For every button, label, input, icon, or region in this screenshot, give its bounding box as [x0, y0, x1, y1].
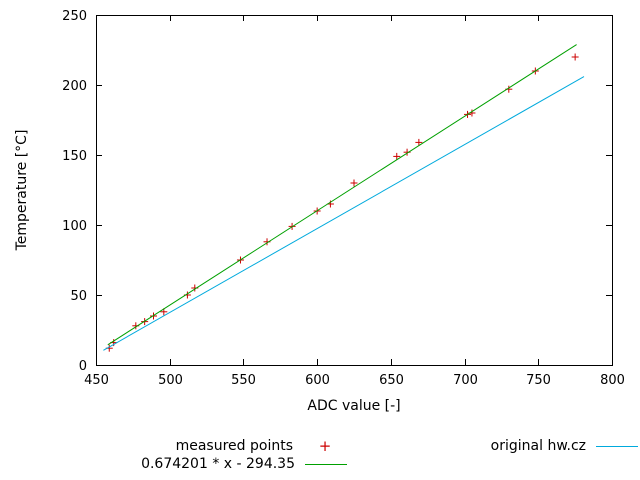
series-line [107, 44, 577, 346]
x-tick-label: 450 [84, 373, 109, 388]
y-tick-label: 50 [70, 289, 87, 304]
y-tick-label: 0 [79, 359, 87, 374]
plot-border [96, 15, 613, 366]
legend-label-original-hwcz: original hw.cz [490, 438, 586, 454]
y-tick-label: 200 [62, 79, 87, 94]
line-swatch-fit-line [305, 463, 347, 465]
x-tick-label: 600 [305, 373, 330, 388]
x-tick-label: 750 [526, 373, 551, 388]
line-swatch-original-hwcz [596, 445, 638, 447]
x-tick-label: 500 [158, 373, 183, 388]
legend-entry-original-hwcz: original hw.cz [491, 437, 638, 455]
legend-label-measured-points: measured points [175, 438, 293, 454]
x-tick-label: 550 [231, 373, 256, 388]
y-tick-label: 250 [62, 9, 87, 24]
x-tick-label: 700 [453, 373, 478, 388]
y-tick-label: 100 [62, 219, 87, 234]
x-tick-label: 650 [379, 373, 404, 388]
y-axis-label: Temperature [°C] [14, 129, 30, 251]
x-axis-label: ADC value [-] [307, 398, 401, 414]
y-tick-label: 150 [62, 149, 87, 164]
series-line [103, 76, 585, 351]
legend-entry-measured-points: measured points + [176, 437, 347, 455]
legend-label-fit-line: 0.674201 * x - 294.35 [141, 456, 295, 472]
plus-marker-swatch: + [318, 436, 332, 455]
legend-entry-fit-line: 0.674201 * x - 294.35 [141, 455, 347, 473]
x-tick-label: 800 [600, 373, 625, 388]
